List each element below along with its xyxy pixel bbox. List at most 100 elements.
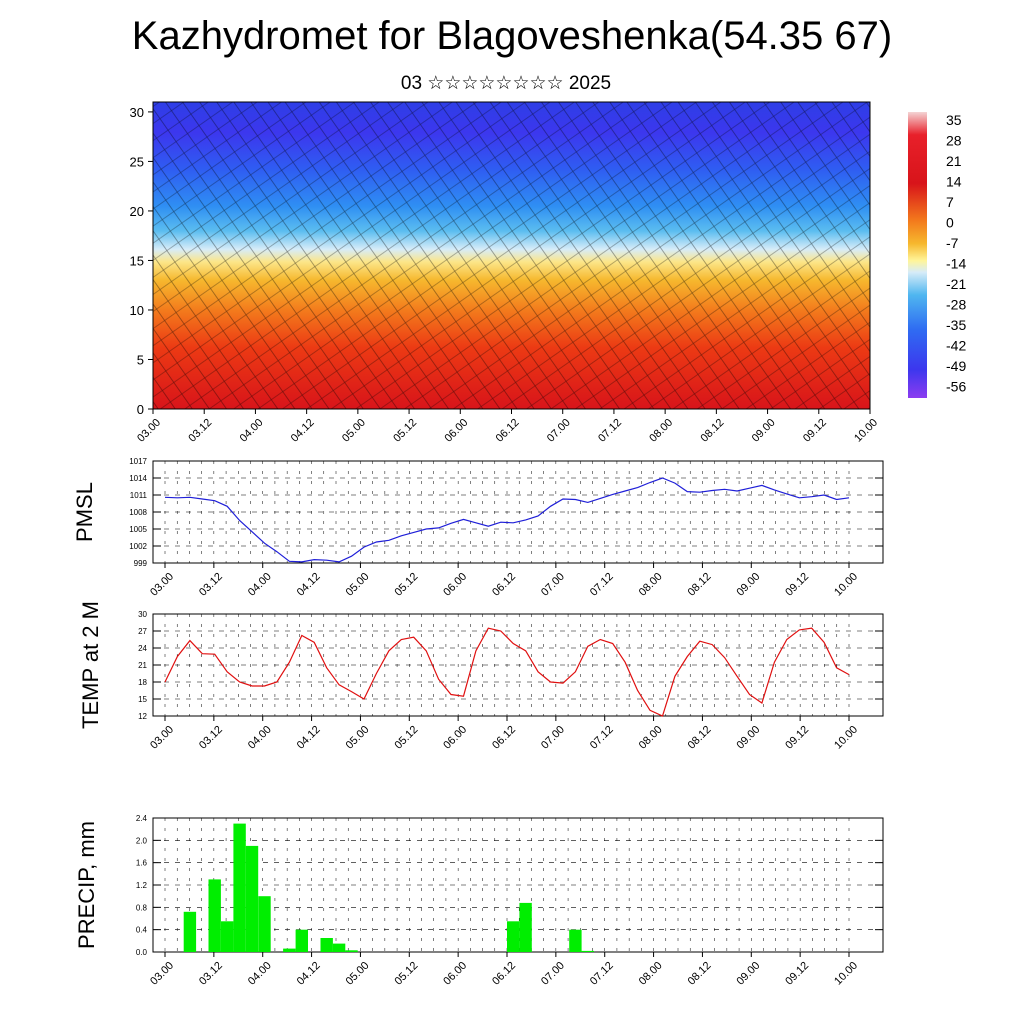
y-tick-label: 0.0 (136, 948, 148, 957)
precip-bar (345, 950, 358, 952)
precip-panel: 0.0 0.4 0.8 1.2 1.6 2.0 2.4 03.00 03.12 04.00 04.1… (74, 814, 884, 988)
x-tick-label: 03.12 (197, 960, 225, 988)
x-tick-label: 08.12 (686, 724, 714, 752)
x-tick-label: 05.00 (344, 724, 372, 752)
colorbar-label: -28 (946, 297, 966, 313)
x-tick-label: 04.00 (246, 724, 274, 752)
x-tick-label: 03.00 (148, 571, 176, 599)
x-tick-label: 08.12 (686, 571, 714, 599)
colorbar-label: -56 (946, 379, 966, 395)
y-tick-label: 1005 (129, 525, 147, 534)
x-tick-label: 05.00 (340, 417, 368, 445)
x-tick-label: 03.12 (197, 571, 225, 599)
x-tick-label: 04.12 (289, 417, 317, 445)
precip-bar (233, 823, 246, 952)
colorbar-label: -35 (946, 317, 966, 333)
y-tick-label: 999 (134, 559, 148, 568)
colorbar-label: 14 (946, 174, 962, 190)
x-tick-label: 08.12 (699, 417, 727, 445)
precip-bar (581, 950, 594, 952)
y-tick-label: 1.6 (136, 859, 148, 868)
y-tick-label: 5 (137, 352, 144, 367)
x-tick-label: 07.00 (539, 724, 567, 752)
x-tick-label: 04.12 (295, 960, 323, 988)
x-tick-label: 06.12 (490, 724, 518, 752)
precip-bar (295, 929, 308, 952)
y-tick-label: 0.8 (136, 903, 148, 912)
x-tick-label: 07.12 (588, 960, 616, 988)
colorbar: 35 28 21 14 7 0 -7 -14 -21 -28 -35 -42 -49 -56 (908, 112, 966, 398)
x-tick-label: 06.00 (441, 960, 469, 988)
x-tick-label: 07.00 (539, 571, 567, 599)
x-tick-label: 06.12 (490, 960, 518, 988)
precip-bar (258, 896, 271, 952)
y-tick-label: 0 (137, 402, 144, 417)
x-tick-label: 09.00 (750, 417, 778, 445)
colorbar-label: 0 (946, 215, 954, 231)
colorbar-label: -49 (946, 358, 966, 374)
y-tick-label: 1014 (129, 474, 147, 483)
precip-bar (221, 921, 234, 952)
precip-bar (519, 902, 532, 952)
y-tick-label: 2.4 (136, 814, 148, 823)
x-tick-label: 09.00 (734, 724, 762, 752)
y-tick-label: 0.4 (136, 926, 148, 935)
x-tick-label: 07.12 (588, 571, 616, 599)
x-tick-label: 07.00 (545, 417, 573, 445)
x-tick-label: 10.00 (852, 417, 880, 445)
x-tick-label: 08.00 (637, 960, 665, 988)
precip-bar (208, 879, 221, 952)
x-tick-label: 06.00 (442, 417, 470, 445)
x-tick-label: 06.00 (441, 571, 469, 599)
precip-bar (569, 929, 582, 952)
x-tick-label: 04.00 (246, 960, 274, 988)
y-axis-label: PMSL (72, 482, 97, 542)
x-tick-label: 05.12 (391, 417, 419, 445)
x-tick-label: 09.12 (783, 724, 811, 752)
x-tick-label: 07.12 (596, 417, 624, 445)
x-tick-label: 09.12 (783, 960, 811, 988)
data-line (164, 477, 850, 563)
colorbar-label: 7 (946, 194, 954, 210)
x-tick-label: 06.12 (494, 417, 522, 445)
x-tick-label: 05.00 (344, 960, 372, 988)
precip-bar (320, 938, 333, 952)
x-tick-label: 05.12 (392, 960, 420, 988)
colorbar-label: 21 (946, 153, 962, 169)
colorbar-label: -14 (946, 256, 966, 272)
y-tick-label: 1002 (129, 542, 147, 551)
y-tick-label: 27 (138, 627, 147, 636)
x-tick-label: 09.00 (734, 571, 762, 599)
data-line (164, 627, 850, 717)
y-tick-label: 20 (130, 204, 144, 219)
y-tick-label: 1.2 (136, 881, 148, 890)
y-tick-label: 30 (138, 610, 147, 619)
x-tick-label: 10.00 (832, 960, 860, 988)
chart-title: Kazhydromet for Blagoveshenka(54.35 67) (131, 14, 893, 58)
y-tick-label: 12 (138, 712, 147, 721)
x-tick-label: 08.00 (647, 417, 675, 445)
x-tick-label: 04.12 (295, 571, 323, 599)
precip-bar (183, 911, 197, 952)
x-tick-label: 06.12 (490, 571, 518, 599)
x-tick-label: 09.12 (801, 417, 829, 445)
x-tick-label: 07.00 (539, 960, 567, 988)
x-tick-label: 10.00 (832, 724, 860, 752)
temp-2m-panel: 12 15 18 21 24 27 30 03.00 03.12 04.00 04.12 05.00 0… (78, 601, 884, 752)
temperature-cross-section-panel: 0 5 10 15 20 25 30 03.00 03.12 04.00 04.12 05.00 05.… (130, 101, 880, 445)
precip-bar (245, 845, 259, 952)
x-tick-label: 03.00 (148, 724, 176, 752)
x-tick-label: 04.00 (238, 417, 266, 445)
x-tick-label: 03.12 (186, 417, 214, 445)
x-tick-label: 08.00 (637, 571, 665, 599)
x-tick-label: 03.12 (197, 724, 225, 752)
y-tick-label: 25 (130, 154, 144, 169)
wind-barbs-overlay (153, 102, 870, 409)
x-tick-label: 05.12 (392, 724, 420, 752)
colorbar-ramp (908, 112, 927, 398)
y-tick-label: 24 (138, 644, 147, 653)
y-tick-label: 15 (130, 253, 144, 268)
x-tick-label: 08.12 (686, 960, 714, 988)
colorbar-label: -7 (946, 235, 959, 251)
